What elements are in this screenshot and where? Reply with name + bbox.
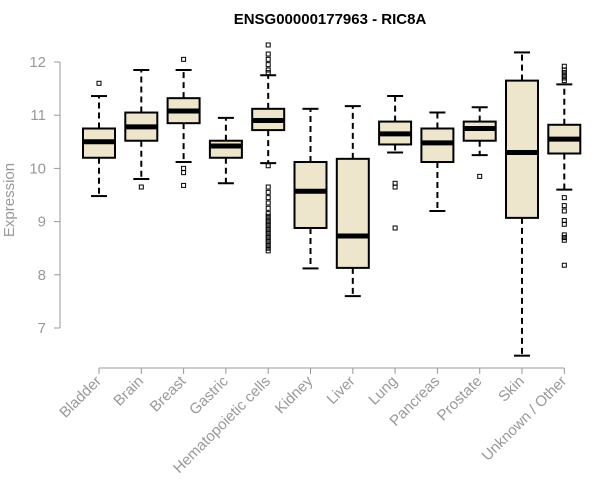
y-tick-label: 12 <box>29 54 46 71</box>
box-hematopoietic-cells <box>251 42 286 254</box>
outlier-point <box>265 184 271 190</box>
outlier-point <box>265 200 271 206</box>
outlier-point <box>561 208 567 214</box>
box-lung <box>378 95 413 231</box>
outlier-point <box>561 237 567 243</box>
outlier-point <box>265 205 271 211</box>
outlier-point <box>265 245 271 251</box>
outlier-point <box>265 221 271 227</box>
box-breast <box>166 56 201 188</box>
y-axis-label: Expression <box>1 163 18 237</box>
x-tick-label: Prostate <box>434 373 486 425</box>
outlier-point <box>265 243 271 249</box>
outlier-point <box>265 216 271 222</box>
box-gastric <box>208 116 243 185</box>
x-tick-label: Kidney <box>272 372 317 417</box>
outlier-point <box>265 232 271 238</box>
outlier-point <box>181 170 187 176</box>
outlier-point <box>265 240 271 246</box>
outlier-point <box>265 163 271 169</box>
x-tick-label: Brain <box>110 373 147 410</box>
outlier-point <box>96 80 102 86</box>
x-tick-label: Bladder <box>56 373 105 422</box>
iqr-box <box>208 139 243 159</box>
outlier-point <box>392 184 398 190</box>
box-pancreas <box>420 111 455 212</box>
outlier-point <box>265 229 271 235</box>
box-liver <box>335 105 370 298</box>
outlier-point <box>561 221 567 227</box>
y-axis: 7 8 9 10 11 12 <box>29 54 61 337</box>
box-kidney <box>293 107 328 270</box>
box-series <box>82 42 582 357</box>
x-tick-label: Lung <box>365 373 401 409</box>
outlier-point <box>265 56 271 62</box>
box-unknown-other <box>547 63 582 268</box>
y-tick-label: 10 <box>29 160 46 177</box>
outlier-point <box>265 211 271 217</box>
outlier-point <box>561 195 567 201</box>
outlier-point <box>561 232 567 238</box>
outlier-point <box>181 182 187 188</box>
outlier-point <box>265 235 271 241</box>
outlier-point <box>561 67 567 73</box>
box-skin <box>505 51 539 357</box>
chart-title: ENSG00000177963 - RIC8A <box>234 11 427 28</box>
outlier-point <box>138 184 144 190</box>
outlier-point <box>477 173 483 179</box>
outlier-point <box>265 195 271 201</box>
y-tick-label: 8 <box>38 267 46 284</box>
outlier-point <box>265 227 271 233</box>
outlier-point <box>265 213 271 219</box>
y-tick-label: 9 <box>38 214 46 231</box>
iqr-box <box>462 120 497 142</box>
outlier-point <box>561 262 567 268</box>
outlier-point <box>561 78 567 84</box>
outlier-point <box>561 203 567 209</box>
outlier-point <box>561 72 567 78</box>
outlier-point <box>181 165 187 171</box>
x-tick-label: Breast <box>147 372 190 415</box>
x-tick-label: Skin <box>495 373 528 406</box>
y-tick-label: 7 <box>38 320 46 337</box>
iqr-box <box>335 157 370 269</box>
outlier-point <box>265 237 271 243</box>
x-tick-label: Liver <box>324 373 359 408</box>
outlier-point <box>561 235 567 241</box>
box-prostate <box>462 106 497 179</box>
box-bladder <box>82 80 116 198</box>
outlier-point <box>265 67 271 73</box>
outlier-point <box>265 189 271 195</box>
outlier-point <box>265 248 271 254</box>
outlier-point <box>265 62 271 68</box>
outlier-point <box>265 42 271 48</box>
outlier-point <box>265 219 271 225</box>
outlier-point <box>265 224 271 230</box>
iqr-box <box>293 161 328 229</box>
outlier-point <box>561 70 567 76</box>
y-tick-label: 11 <box>30 107 46 124</box>
outlier-point <box>561 75 567 81</box>
outlier-point <box>265 70 271 76</box>
box-brain <box>124 68 159 190</box>
outlier-point <box>265 51 271 57</box>
outlier-point <box>181 56 187 62</box>
iqr-box <box>505 79 539 219</box>
outlier-point <box>392 225 398 231</box>
